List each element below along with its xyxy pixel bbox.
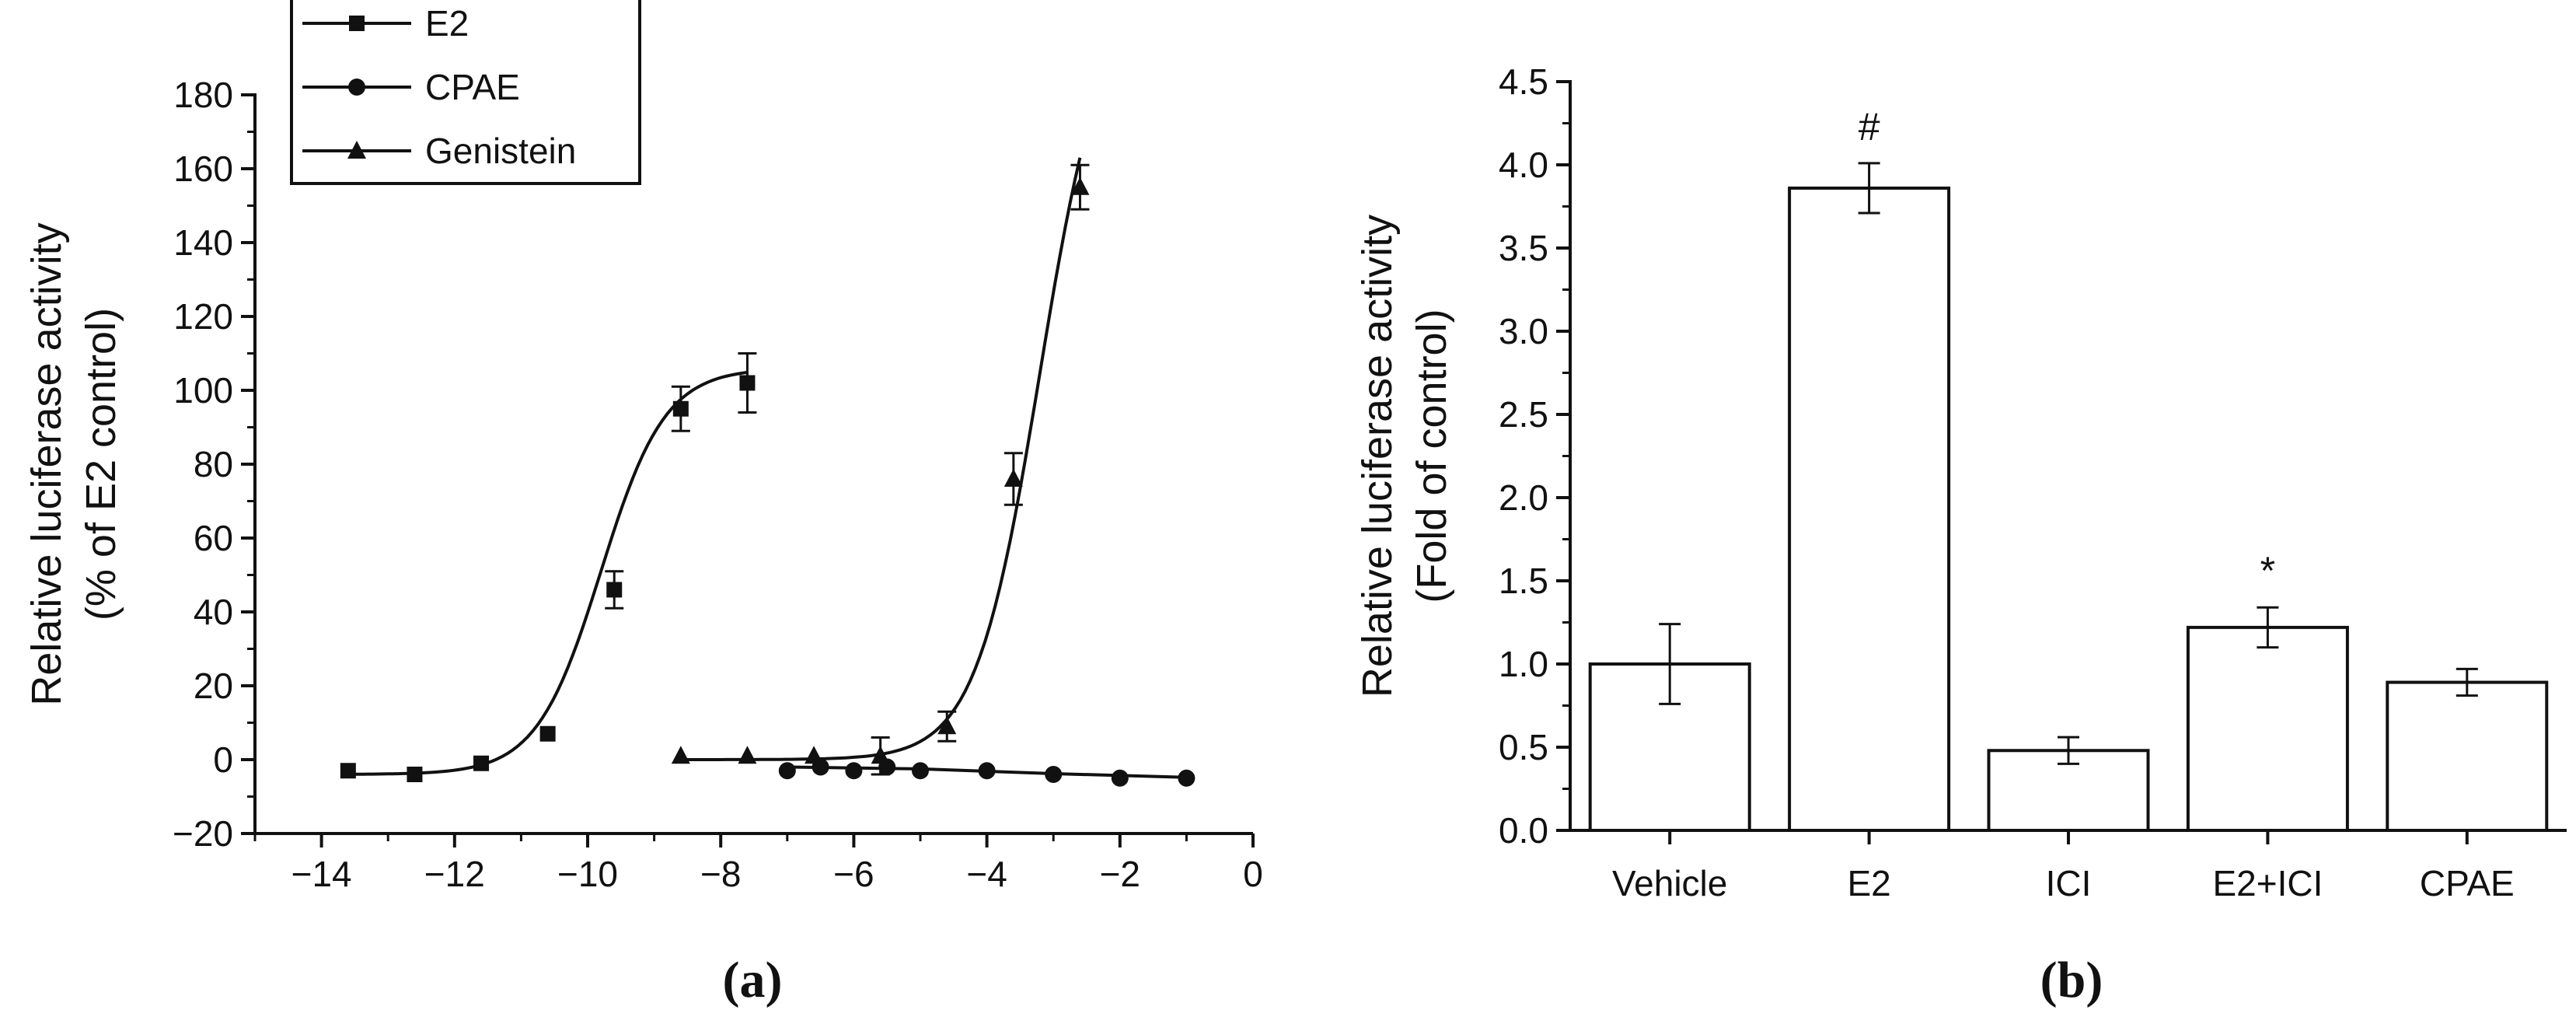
legend-box	[290, 0, 641, 185]
y-tick-label: 4.5	[1499, 61, 1548, 102]
y-axis-title-line1: Relative luciferase activity	[1354, 215, 1401, 697]
data-point-genistein	[1004, 469, 1023, 487]
y-tick-label: 80	[194, 444, 233, 484]
fit-curve-genistein	[680, 157, 1082, 761]
data-point-e2	[539, 725, 556, 742]
x-tick-label: 0	[1243, 854, 1263, 894]
y-tick-label: 3.0	[1499, 311, 1548, 351]
data-point-cpae	[1111, 769, 1129, 787]
y-tick-label: 40	[194, 592, 233, 632]
data-point-cpae	[912, 762, 929, 780]
legend-label-e2: E2	[425, 3, 469, 44]
y-tick-label: 100	[173, 370, 233, 411]
data-point-e2	[407, 767, 423, 782]
data-point-cpae	[1045, 766, 1063, 783]
panel-b-chart: 0.0 0.5 1.0 1.5 2.0 2.5 3.0 3.5 4.0 4.5 Relative l…	[1354, 61, 2567, 1008]
data-point-genistein	[671, 746, 690, 764]
y-axis-title: Relative luciferase activity (% of E2 con…	[23, 222, 124, 705]
y-tick-label: 4.0	[1499, 145, 1548, 185]
x-tick-label: E2	[1847, 863, 1890, 903]
data-point-e2	[739, 375, 756, 391]
data-point-e2	[473, 755, 490, 771]
bar-cpae	[2386, 680, 2549, 832]
y-tick-label: −20	[173, 813, 233, 854]
x-tick-label: −4	[966, 854, 1007, 894]
y-tick-label: 1.5	[1499, 561, 1548, 601]
y-axis-title-line2: (Fold of control)	[1408, 309, 1455, 603]
x-tick-label: −10	[557, 854, 618, 894]
bar-e2-plus-ici	[2186, 625, 2349, 832]
x-tick-label: Vehicle	[1612, 863, 1727, 903]
y-axis-title-line2: (% of E2 control)	[78, 308, 124, 620]
y-tick-label: 1.0	[1499, 644, 1548, 684]
legend-label-cpae: CPAE	[425, 67, 520, 107]
y-tick-label: 120	[173, 296, 233, 337]
data-point-genistein	[871, 746, 890, 764]
panel-label-a: (a)	[723, 952, 783, 1008]
y-tick-label: 160	[173, 149, 233, 189]
legend-marker-e2	[349, 16, 365, 31]
y-tick-label: 2.0	[1499, 477, 1548, 518]
significance-mark: #	[1859, 105, 1880, 149]
data-point-e2	[672, 400, 689, 417]
y-axis-title-line1: Relative luciferase activity	[23, 222, 70, 705]
y-tick-label: 20	[194, 666, 233, 706]
x-tick-label: ICI	[2046, 863, 2092, 903]
y-tick-label: 0	[213, 739, 233, 780]
y-tick-label: 2.5	[1499, 394, 1548, 435]
significance-mark: *	[2260, 549, 2275, 592]
data-point-cpae	[1178, 769, 1196, 787]
legend-marker-cpae	[348, 79, 365, 96]
x-tick-label: E2+ICI	[2212, 863, 2323, 903]
fit-curve-e2	[347, 370, 748, 776]
y-tick-label: 0.5	[1499, 727, 1548, 767]
legend-marker-genistein	[347, 141, 366, 159]
x-tick-label: −2	[1100, 854, 1140, 894]
y-tick-label: 140	[173, 222, 233, 263]
y-tick-label: 60	[194, 518, 233, 558]
data-point-cpae	[845, 762, 863, 780]
y-axis-title: Relative luciferase activity (Fold of con…	[1354, 215, 1455, 697]
x-tick-label: −14	[291, 854, 352, 894]
y-tick-label: 3.5	[1499, 228, 1548, 268]
panel-label-b: (b)	[2040, 952, 2103, 1008]
data-point-cpae	[978, 762, 996, 780]
data-point-e2	[606, 582, 623, 598]
bar-e2	[1788, 186, 1951, 832]
data-point-genistein	[1070, 176, 1090, 195]
data-point-cpae	[778, 762, 796, 780]
legend-label-genistein: Genistein	[425, 131, 576, 171]
data-point-e2	[340, 763, 356, 779]
data-point-genistein	[738, 746, 757, 764]
x-tick-label: −6	[833, 854, 874, 894]
data-point-genistein	[805, 746, 824, 764]
x-tick-label: CPAE	[2420, 863, 2515, 903]
x-tick-label: −12	[424, 854, 485, 894]
data-point-genistein	[937, 716, 957, 735]
y-tick-label: 180	[173, 75, 233, 115]
y-tick-label: 0.0	[1499, 810, 1548, 851]
x-tick-label: −8	[700, 854, 741, 894]
